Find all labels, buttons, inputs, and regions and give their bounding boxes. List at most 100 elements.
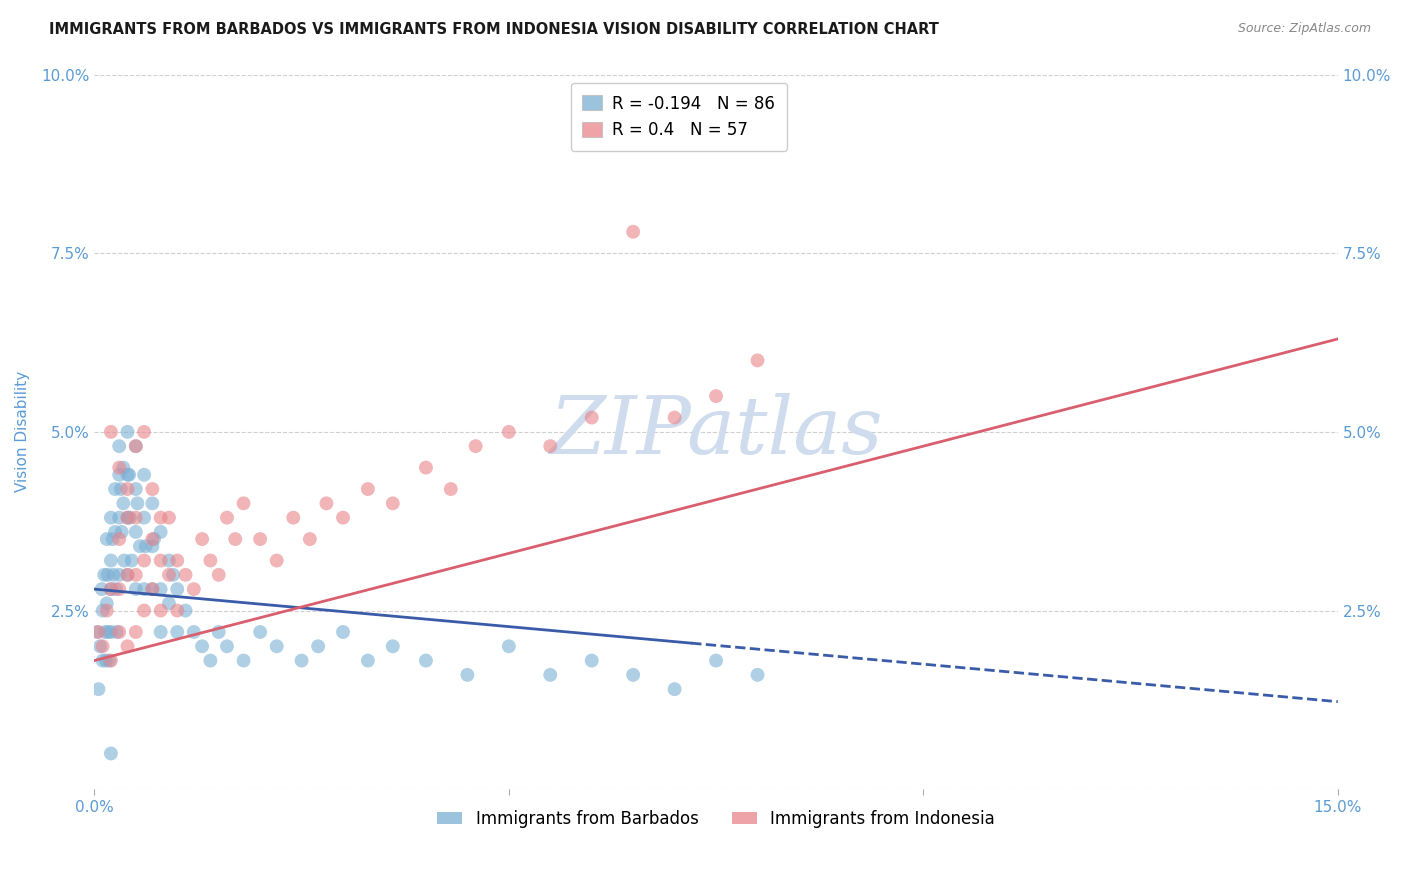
Point <box>132 467 155 482</box>
Point <box>664 682 686 697</box>
Point <box>621 668 644 682</box>
Text: ZIPatlas: ZIPatlas <box>550 393 883 471</box>
Point <box>117 510 139 524</box>
Point <box>208 567 231 582</box>
Point <box>581 410 603 425</box>
Point <box>117 482 139 496</box>
Point <box>87 682 110 697</box>
Text: IMMIGRANTS FROM BARBADOS VS IMMIGRANTS FROM INDONESIA VISION DISABILITY CORRELAT: IMMIGRANTS FROM BARBADOS VS IMMIGRANTS F… <box>49 22 939 37</box>
Point <box>100 425 122 439</box>
Point <box>94 625 117 640</box>
Point <box>249 625 271 640</box>
Point <box>415 654 437 668</box>
Point <box>112 553 135 567</box>
Point <box>704 654 727 668</box>
Point <box>132 425 155 439</box>
Point <box>97 567 120 582</box>
Point <box>283 510 305 524</box>
Point <box>141 496 163 510</box>
Point <box>747 668 769 682</box>
Point <box>132 603 155 617</box>
Point <box>117 467 139 482</box>
Point <box>100 510 122 524</box>
Point <box>224 532 246 546</box>
Point <box>415 460 437 475</box>
Point <box>108 467 131 482</box>
Point <box>125 567 148 582</box>
Text: Source: ZipAtlas.com: Source: ZipAtlas.com <box>1237 22 1371 36</box>
Point <box>132 582 155 596</box>
Point <box>87 625 110 640</box>
Point <box>381 496 404 510</box>
Point <box>498 425 520 439</box>
Point <box>464 439 486 453</box>
Point <box>96 596 118 610</box>
Point <box>157 553 180 567</box>
Point <box>125 510 148 524</box>
Point <box>538 439 561 453</box>
Point <box>108 460 131 475</box>
Point <box>89 640 111 654</box>
Point <box>357 482 380 496</box>
Point <box>166 582 188 596</box>
Point <box>100 553 122 567</box>
Point <box>191 532 214 546</box>
Point <box>117 640 139 654</box>
Point <box>132 510 155 524</box>
Point <box>332 510 354 524</box>
Point <box>249 532 271 546</box>
Point <box>100 582 122 596</box>
Point <box>103 567 125 582</box>
Point <box>108 510 131 524</box>
Point <box>157 567 180 582</box>
Point <box>440 482 463 496</box>
Point <box>157 596 180 610</box>
Point <box>117 567 139 582</box>
Point <box>117 510 139 524</box>
Legend: Immigrants from Barbados, Immigrants from Indonesia: Immigrants from Barbados, Immigrants fro… <box>430 803 1001 835</box>
Point <box>200 553 222 567</box>
Point <box>332 625 354 640</box>
Point <box>174 603 197 617</box>
Point <box>232 496 254 510</box>
Point <box>315 496 337 510</box>
Point <box>125 582 148 596</box>
Point <box>149 603 172 617</box>
Point <box>135 539 157 553</box>
Point <box>141 582 163 596</box>
Point <box>125 524 148 539</box>
Point <box>96 603 118 617</box>
Point <box>108 567 131 582</box>
Point <box>118 467 141 482</box>
Point <box>143 532 166 546</box>
Point <box>91 654 114 668</box>
Point <box>108 625 131 640</box>
Point <box>215 510 238 524</box>
Point <box>162 567 184 582</box>
Point <box>91 603 114 617</box>
Point <box>110 482 132 496</box>
Point <box>98 654 121 668</box>
Point <box>704 389 727 403</box>
Point <box>108 582 131 596</box>
Point <box>290 654 312 668</box>
Point <box>112 460 135 475</box>
Point <box>298 532 321 546</box>
Point <box>208 625 231 640</box>
Point <box>121 553 143 567</box>
Point <box>117 425 139 439</box>
Point <box>498 640 520 654</box>
Point <box>141 532 163 546</box>
Point <box>101 532 124 546</box>
Point <box>581 654 603 668</box>
Point <box>100 625 122 640</box>
Point <box>129 539 152 553</box>
Point <box>141 482 163 496</box>
Point <box>105 625 128 640</box>
Point <box>166 603 188 617</box>
Point <box>127 496 149 510</box>
Point <box>117 567 139 582</box>
Point <box>266 640 288 654</box>
Point <box>183 582 205 596</box>
Point <box>200 654 222 668</box>
